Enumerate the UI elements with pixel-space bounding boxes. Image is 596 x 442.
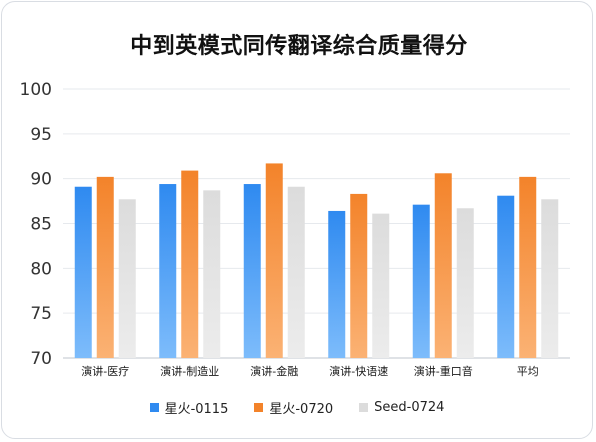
y-axis-ticks: 70 75 80 85 90 95 100 [20, 80, 52, 369]
legend-label: Seed-0724 [374, 400, 445, 415]
y-tick-label: 95 [30, 125, 52, 145]
bar-2-4 [350, 193, 368, 358]
legend-item: Seed-0724 [359, 398, 444, 417]
y-tick-label: 80 [30, 259, 52, 279]
y-tick-label: 100 [20, 80, 52, 100]
legend-swatch [149, 403, 159, 412]
legend-item: 星火-0720 [254, 398, 333, 417]
x-tick-label: 演讲-重口音 [414, 364, 473, 378]
x-tick-label: 演讲-制造业 [160, 364, 219, 378]
x-axis-ticks: 演讲-医疗 演讲-制造业 演讲-金融 演讲-快语速 演讲-重口音 平均 [81, 364, 538, 378]
chart-legend: 星火-0115 星火-0720 Seed-0724 [0, 398, 594, 417]
bar-1-5 [412, 204, 430, 358]
legend-item: 星火-0115 [149, 398, 229, 417]
bar-1-1 [74, 186, 92, 358]
y-tick-label: 70 [30, 349, 52, 369]
bar-1-6 [497, 195, 515, 358]
bar-2-1 [96, 176, 114, 358]
bars [74, 163, 559, 358]
bar-1-2 [159, 184, 177, 358]
x-tick-label: 平均 [517, 365, 539, 378]
bar-3-6 [541, 199, 559, 358]
bar-2-6 [519, 176, 537, 358]
y-tick-label: 75 [30, 304, 52, 324]
y-tick-label: 90 [30, 170, 52, 190]
x-tick-label: 演讲-医疗 [81, 364, 129, 378]
bar-3-3 [287, 186, 305, 358]
legend-label: 星火-0720 [269, 402, 334, 417]
legend-swatch [359, 403, 369, 412]
legend-swatch [254, 403, 264, 412]
bar-1-3 [243, 184, 261, 358]
bar-2-3 [265, 163, 283, 358]
bar-2-5 [434, 173, 452, 358]
chart-title: 中到英模式同传翻译综合质量得分 [130, 34, 468, 59]
bar-3-4 [372, 213, 390, 358]
legend-label: 星火-0115 [164, 402, 229, 417]
y-tick-label: 85 [30, 215, 52, 235]
bar-1-4 [328, 210, 346, 358]
bar-2-2 [181, 170, 199, 358]
bar-3-2 [203, 190, 221, 358]
x-tick-label: 演讲-金融 [250, 364, 298, 378]
bar-3-1 [118, 199, 136, 358]
x-tick-label: 演讲-快语速 [329, 364, 388, 378]
gridlines [63, 88, 570, 359]
bar-3-5 [456, 208, 474, 358]
